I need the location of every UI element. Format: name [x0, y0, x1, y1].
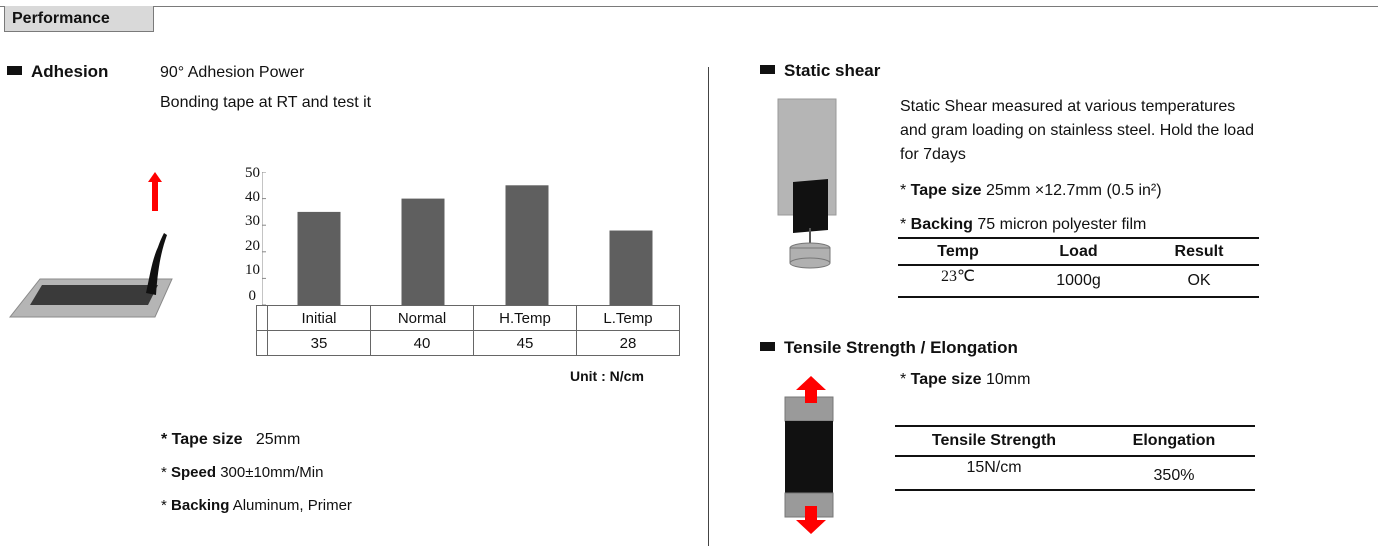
bullet-square-icon — [7, 66, 22, 76]
spec-label: Backing — [910, 216, 973, 233]
spec-line: * Tape size 25mm ×12.7mm (0.5 in²) — [900, 182, 1162, 199]
spec-label: Tape size — [171, 431, 243, 448]
adhesion-heading-text: Adhesion — [31, 62, 109, 81]
peel-test-illustration — [8, 172, 173, 318]
bar-initial — [297, 211, 341, 305]
spec-value: 75 micron polyester film — [977, 216, 1147, 233]
category-label: Initial — [267, 305, 371, 331]
spec-value: 10mm — [985, 371, 1031, 388]
description-line: Static Shear measured at various tempera… — [900, 98, 1236, 115]
spec-value: 300±10mm/Min — [220, 464, 324, 481]
spec-value: 25mm ×12.7mm (0.5 in²) — [985, 182, 1162, 199]
description-line: and gram loading on stainless steel. Hol… — [900, 122, 1254, 139]
category-label: L.Temp — [576, 305, 680, 331]
table-stub-cell — [256, 330, 268, 356]
adhesion-heading: Adhesion — [7, 62, 108, 82]
bar-plot-area — [262, 172, 653, 306]
category-label: H.Temp — [473, 305, 577, 331]
spec-line: * Speed 300±10mm/Min — [161, 464, 324, 481]
tensile-illustration — [784, 376, 834, 534]
spec-line: * Backing Aluminum, Primer — [161, 497, 352, 514]
static-shear-description: Static Shear measured at various tempera… — [900, 95, 1254, 167]
tensile-table: Tensile Strength Elongation 15N/cm 350% — [895, 425, 1255, 491]
spec-line: * Backing 75 micron polyester film — [900, 216, 1147, 233]
y-tick-label: 30 — [245, 213, 260, 229]
unit-label: Unit : N/cm — [570, 368, 644, 384]
bullet-square-icon — [760, 342, 775, 352]
bar-normal — [401, 198, 445, 305]
table-row: 23℃ 1000g OK — [898, 265, 1259, 297]
up-arrow-icon — [796, 376, 826, 403]
value-label: 40 — [370, 330, 474, 356]
static-shear-table: Temp Load Result 23℃ 1000g OK — [898, 237, 1259, 298]
category-row: Initial Normal H.Temp L.Temp — [256, 305, 680, 331]
table-stub-cell — [256, 305, 268, 331]
column-header: Load — [1059, 242, 1098, 260]
table-header-row: Temp Load Result — [898, 238, 1259, 265]
column-divider — [708, 67, 709, 546]
spec-line: * Tape size 10mm — [900, 371, 1031, 388]
tensile-heading-text: Tensile Strength / Elongation — [784, 338, 1018, 357]
spec-label: Tape size — [910, 371, 982, 388]
spec-label: Backing — [171, 497, 230, 514]
y-tick-label: 10 — [245, 262, 260, 278]
spec-line: * Tape size 25mm — [161, 431, 301, 448]
value-label: 35 — [267, 330, 371, 356]
value-label: 45 — [473, 330, 577, 356]
y-tick-label: 0 — [248, 288, 257, 304]
static-shear-heading: Static shear — [760, 61, 880, 81]
table-cell: 1000g — [1056, 272, 1101, 289]
column-header: Elongation — [1132, 432, 1216, 449]
table-header-row: Tensile Strength Elongation — [895, 426, 1255, 456]
section-tab: Performance — [4, 6, 154, 32]
y-tick-label: 20 — [245, 238, 260, 254]
down-arrow-icon — [796, 506, 826, 534]
table-row: 15N/cm 350% — [895, 456, 1255, 490]
header-rule — [0, 6, 1378, 7]
column-header: Result — [1174, 242, 1224, 260]
tensile-heading: Tensile Strength / Elongation — [760, 338, 1018, 358]
adhesion-data-table: Initial Normal H.Temp L.Temp 35 40 45 28 — [256, 305, 680, 356]
value-row: 35 40 45 28 — [256, 330, 680, 356]
value-label: 28 — [576, 330, 680, 356]
adhesion-description: Bonding tape at RT and test it — [160, 94, 372, 111]
y-tick-label: 50 — [245, 165, 260, 181]
spec-label: Tape size — [910, 182, 982, 199]
static-shear-heading-text: Static shear — [784, 61, 881, 80]
table-cell: 350% — [1153, 467, 1195, 484]
spec-value: 25mm — [255, 431, 301, 448]
up-arrow-icon — [148, 172, 162, 211]
spec-label: Speed — [171, 464, 217, 481]
table-cell: 15N/cm — [966, 459, 1022, 476]
bar-l-temp — [609, 230, 653, 305]
description-line: for 7days — [900, 146, 966, 163]
column-header: Tensile Strength — [931, 432, 1057, 449]
spec-value: Aluminum, Primer — [232, 497, 352, 514]
table-cell: 23℃ — [941, 268, 975, 285]
category-label: Normal — [370, 305, 474, 331]
static-shear-illustration — [777, 98, 837, 269]
bullet-square-icon — [760, 65, 775, 75]
column-header: Temp — [937, 242, 979, 260]
table-cell: OK — [1187, 272, 1211, 289]
bar-h-temp — [505, 185, 549, 305]
adhesion-test-name: 90° Adhesion Power — [160, 64, 305, 81]
y-tick-label: 40 — [245, 189, 260, 205]
